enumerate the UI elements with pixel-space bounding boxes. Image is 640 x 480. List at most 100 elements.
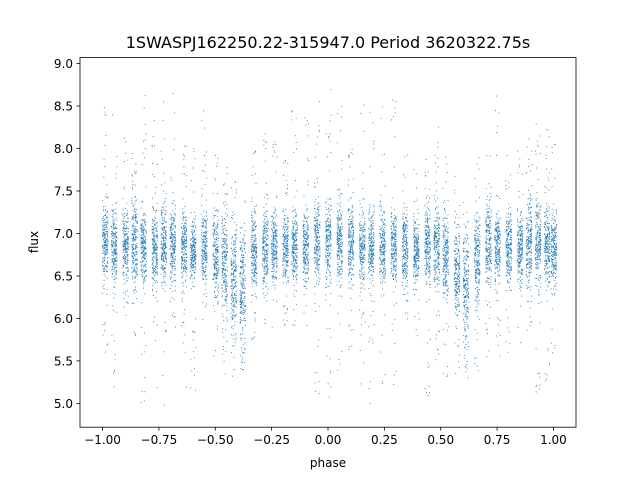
data-point bbox=[273, 246, 274, 247]
data-point bbox=[202, 238, 204, 240]
data-point bbox=[214, 232, 216, 234]
data-point bbox=[106, 289, 108, 290]
data-point bbox=[206, 241, 207, 243]
data-point bbox=[242, 266, 244, 267]
data-point bbox=[171, 281, 173, 283]
data-point bbox=[225, 289, 227, 291]
data-point bbox=[287, 235, 289, 237]
data-point bbox=[114, 369, 115, 371]
data-point bbox=[302, 256, 304, 258]
data-point bbox=[163, 220, 165, 222]
data-point bbox=[306, 208, 308, 210]
data-point bbox=[287, 254, 289, 256]
data-point bbox=[190, 245, 192, 247]
data-point bbox=[174, 237, 176, 238]
data-point bbox=[203, 232, 205, 234]
data-point bbox=[217, 249, 219, 251]
data-point bbox=[273, 239, 275, 241]
data-point bbox=[165, 205, 167, 207]
data-point bbox=[105, 227, 106, 229]
data-point bbox=[143, 226, 145, 227]
data-point bbox=[254, 270, 256, 272]
data-point bbox=[295, 258, 297, 260]
data-point bbox=[225, 201, 227, 203]
data-point bbox=[273, 250, 275, 251]
data-point bbox=[206, 255, 208, 257]
data-point bbox=[102, 225, 104, 227]
data-point bbox=[214, 245, 216, 247]
data-point bbox=[307, 236, 309, 238]
data-point bbox=[284, 231, 286, 233]
data-point bbox=[195, 318, 196, 320]
data-point bbox=[293, 249, 295, 251]
data-point bbox=[156, 387, 158, 388]
data-point bbox=[273, 250, 274, 252]
data-point bbox=[296, 238, 297, 240]
data-point bbox=[184, 267, 186, 269]
data-point bbox=[202, 275, 204, 277]
data-point bbox=[222, 239, 224, 241]
data-point bbox=[191, 234, 193, 236]
data-point bbox=[154, 250, 156, 252]
data-point bbox=[134, 260, 136, 262]
data-point bbox=[154, 212, 156, 213]
data-point bbox=[302, 253, 304, 255]
data-point bbox=[314, 204, 315, 206]
data-point bbox=[104, 243, 106, 245]
data-point bbox=[182, 258, 184, 259]
data-point bbox=[285, 240, 287, 242]
data-point bbox=[142, 227, 144, 229]
data-point bbox=[136, 291, 138, 293]
data-point bbox=[241, 293, 243, 295]
data-point bbox=[131, 229, 133, 231]
data-point bbox=[204, 219, 206, 221]
data-point bbox=[142, 252, 144, 254]
data-point bbox=[241, 337, 243, 339]
data-point bbox=[131, 252, 133, 253]
data-point bbox=[271, 228, 273, 230]
data-point bbox=[265, 272, 267, 274]
data-point bbox=[276, 257, 278, 259]
data-point bbox=[141, 241, 143, 243]
data-point bbox=[235, 301, 237, 303]
data-point bbox=[156, 236, 158, 238]
data-point bbox=[205, 226, 207, 228]
data-point bbox=[133, 237, 135, 239]
data-point bbox=[181, 236, 183, 238]
data-point bbox=[293, 223, 295, 224]
data-point bbox=[123, 283, 125, 285]
data-point bbox=[318, 210, 319, 212]
data-point bbox=[174, 290, 176, 292]
data-point bbox=[316, 238, 317, 240]
data-point bbox=[114, 249, 116, 250]
data-point bbox=[115, 272, 117, 274]
data-point bbox=[171, 256, 173, 258]
data-point bbox=[319, 273, 321, 275]
data-point bbox=[295, 222, 297, 224]
data-point bbox=[183, 265, 185, 267]
data-point bbox=[194, 259, 196, 261]
data-point bbox=[164, 244, 166, 245]
data-point bbox=[206, 257, 208, 259]
data-point bbox=[303, 266, 305, 268]
data-point bbox=[293, 264, 295, 266]
data-point bbox=[183, 244, 185, 246]
data-point bbox=[153, 220, 155, 222]
data-point bbox=[242, 287, 244, 289]
data-point bbox=[105, 234, 107, 236]
data-point bbox=[104, 223, 106, 225]
data-point bbox=[113, 286, 115, 288]
data-point bbox=[226, 247, 228, 249]
data-point bbox=[183, 321, 185, 323]
data-point bbox=[273, 275, 275, 277]
data-point bbox=[202, 319, 204, 321]
data-point bbox=[201, 246, 203, 248]
data-point bbox=[216, 237, 217, 239]
data-point bbox=[303, 286, 305, 288]
data-point bbox=[181, 325, 183, 327]
data-point bbox=[252, 153, 254, 155]
data-point bbox=[243, 254, 245, 256]
data-point bbox=[255, 273, 257, 275]
data-point bbox=[111, 244, 113, 246]
data-point bbox=[236, 189, 237, 191]
